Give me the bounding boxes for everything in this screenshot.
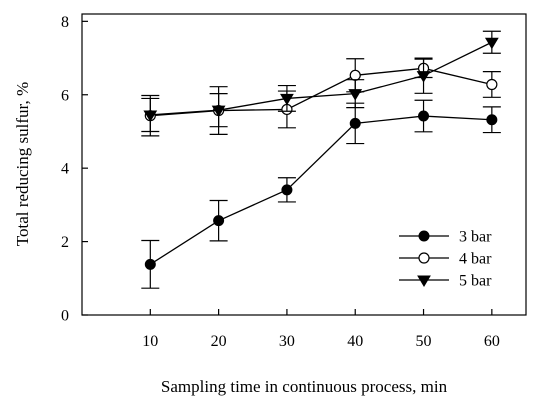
- y-axis-label: Total reducing sulfur, %: [13, 82, 32, 246]
- legend-item: 5 bar: [399, 273, 492, 290]
- legend-label: 3 bar: [459, 229, 492, 246]
- data-point: [348, 89, 363, 101]
- legend-marker: [418, 230, 430, 242]
- legend-label: 5 bar: [459, 273, 492, 290]
- legend-marker: [418, 252, 430, 264]
- series-line: [149, 115, 492, 265]
- legend-label: 4 bar: [459, 251, 492, 268]
- x-axis-label: Sampling time in continuous process, min: [161, 377, 448, 396]
- data-point: [484, 37, 499, 50]
- legend: 3 bar 4 bar 5 bar: [399, 229, 492, 290]
- x-tick-label: 40: [347, 333, 363, 350]
- y-tick-label: 6: [61, 87, 69, 104]
- data-point: [416, 71, 431, 83]
- axis-ticks: 10 20 30 40 50 60 0 2 4 6 8: [61, 14, 500, 350]
- x-tick-label: 30: [279, 333, 295, 350]
- x-tick-label: 10: [142, 333, 158, 350]
- data-point: [213, 215, 225, 227]
- x-tick-label: 50: [416, 333, 432, 350]
- legend-marker: [417, 275, 431, 287]
- data-point: [281, 184, 293, 196]
- data-point: [211, 105, 226, 118]
- plot-frame: [81, 13, 527, 316]
- y-tick-label: 8: [61, 14, 69, 31]
- y-tick-label: 0: [61, 308, 69, 325]
- data-point: [418, 110, 430, 122]
- legend-item: 3 bar: [399, 229, 492, 246]
- y-tick-label: 4: [61, 161, 69, 178]
- data-point: [144, 258, 156, 270]
- series-line: [150, 67, 492, 117]
- series-line: [150, 41, 493, 116]
- y-tick-label: 2: [61, 234, 69, 251]
- data-point: [143, 110, 158, 122]
- data-point: [280, 93, 294, 106]
- x-tick-label: 60: [484, 333, 500, 350]
- series-layer: [141, 30, 501, 289]
- series-1: [141, 99, 501, 289]
- series-2: [141, 58, 501, 137]
- series-3: [141, 30, 501, 133]
- data-point: [486, 114, 498, 126]
- data-point: [349, 69, 361, 81]
- x-tick-label: 20: [211, 333, 227, 350]
- legend-item: 4 bar: [399, 251, 492, 268]
- data-point: [486, 78, 498, 91]
- data-point: [349, 117, 361, 129]
